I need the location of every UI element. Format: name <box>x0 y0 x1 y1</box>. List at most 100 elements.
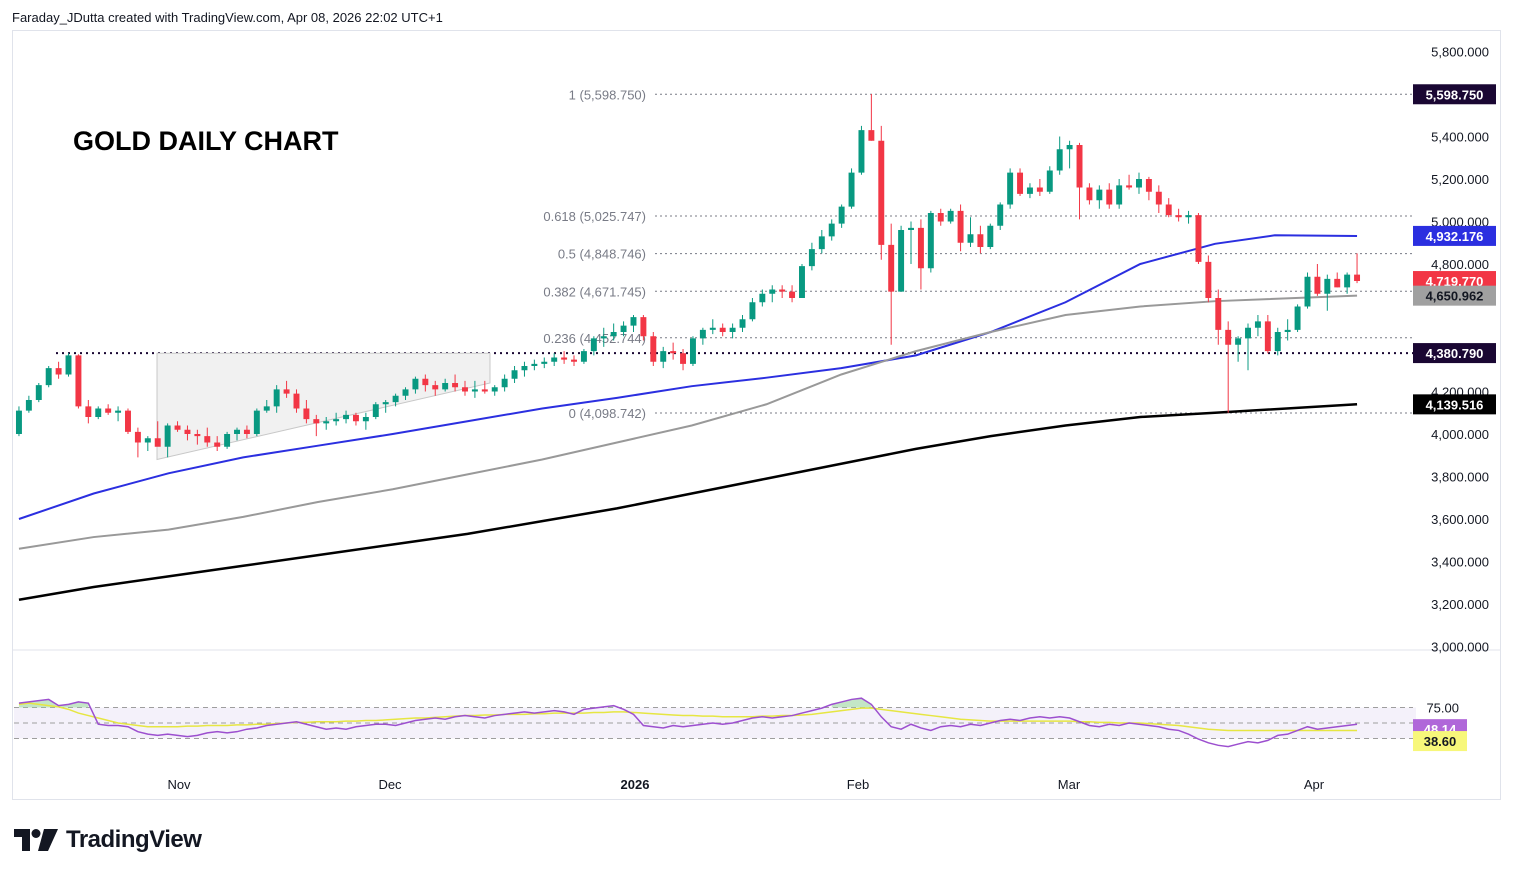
price-tick-label: 5,200.000 <box>1431 172 1489 187</box>
candle-body <box>739 319 746 328</box>
candle <box>1324 274 1331 311</box>
candle-body <box>590 338 597 352</box>
candle-body <box>283 389 290 394</box>
time-axis-label: Apr <box>1304 777 1325 792</box>
tradingview-logo[interactable]: TradingView <box>14 826 202 854</box>
candle <box>1254 315 1261 337</box>
candle-body <box>1284 329 1291 332</box>
candle <box>1086 183 1093 205</box>
candle-body <box>1145 179 1152 192</box>
candle-body <box>15 410 22 434</box>
candle-body <box>799 266 805 298</box>
candle-body <box>1254 321 1261 328</box>
candle <box>382 400 389 413</box>
candle <box>1354 253 1361 284</box>
candle-body <box>630 317 637 326</box>
tradingview-brand-text: TradingView <box>66 826 202 853</box>
candle-body <box>729 327 736 332</box>
price-tick-label: 5,800.000 <box>1431 45 1489 60</box>
candle <box>640 315 647 341</box>
fib-level-label: 1 (5,598.750) <box>569 87 646 102</box>
candle <box>917 219 924 290</box>
candle <box>808 242 815 271</box>
candle-body <box>323 421 330 424</box>
candle <box>1274 327 1281 356</box>
candle-body <box>1294 306 1301 330</box>
candle <box>154 421 161 447</box>
candle-body <box>620 325 627 332</box>
candle <box>204 427 211 447</box>
candle-body <box>55 368 62 375</box>
candle <box>937 208 944 226</box>
candle-body <box>858 130 865 173</box>
candle-body <box>937 213 944 222</box>
candle-body <box>561 357 568 360</box>
candle-body <box>541 361 548 364</box>
candle <box>977 225 984 254</box>
candle <box>789 285 796 303</box>
candle <box>1155 185 1162 213</box>
candle <box>65 353 72 377</box>
candle <box>263 400 270 413</box>
candle <box>35 383 42 403</box>
candle-body <box>1344 274 1351 288</box>
price-tick-label: 4,000.000 <box>1431 427 1489 442</box>
price-tick-label: 3,800.000 <box>1431 470 1489 485</box>
candle-body <box>1274 332 1281 352</box>
candle-body <box>1215 298 1222 330</box>
candle-body <box>1126 185 1133 188</box>
candle-body <box>115 410 122 413</box>
candle <box>1036 179 1043 196</box>
candle <box>313 414 320 437</box>
candle <box>997 202 1004 230</box>
candle <box>243 425 250 439</box>
fib-level-label: 0 (4,098.742) <box>569 406 646 421</box>
candle-body <box>818 236 825 250</box>
candle-body <box>868 130 875 141</box>
candle-body <box>699 329 706 339</box>
candle-body <box>253 410 260 434</box>
candle-body <box>957 210 964 243</box>
candle-body <box>789 291 796 298</box>
candle <box>134 427 141 458</box>
candle <box>571 355 577 366</box>
candle-body <box>1205 261 1212 298</box>
candle-body <box>689 338 696 364</box>
candle <box>105 404 112 415</box>
fib-level-label: 0.618 (5,025.747) <box>543 209 646 224</box>
candle-body <box>551 357 558 362</box>
candle-body <box>977 234 984 247</box>
candle-body <box>432 385 439 390</box>
candle-body <box>134 431 141 443</box>
price-tick-label: 5,400.000 <box>1431 130 1489 145</box>
candle-body <box>1245 327 1251 339</box>
candle <box>402 387 409 400</box>
candle <box>521 361 528 377</box>
price-tag <box>1413 285 1496 306</box>
price-tick-label: 3,000.000 <box>1431 640 1489 655</box>
candle <box>184 425 191 441</box>
candle <box>590 336 597 356</box>
candle <box>541 357 548 369</box>
moving-average-line <box>18 403 1358 601</box>
candle-body <box>1195 215 1202 262</box>
candle-body <box>1017 172 1024 194</box>
candle <box>1344 272 1351 294</box>
price-tag <box>1413 343 1496 364</box>
candle <box>1264 315 1271 354</box>
candle-body <box>808 249 815 267</box>
candle <box>927 210 934 273</box>
candle <box>1215 289 1222 345</box>
time-axis-label: Nov <box>167 777 191 792</box>
candle <box>75 354 82 409</box>
candle-body <box>769 289 776 294</box>
candle-body <box>35 385 42 400</box>
candle <box>144 436 151 451</box>
candle <box>531 359 538 371</box>
candle-body <box>333 419 340 422</box>
candle-body <box>1324 278 1331 294</box>
candle <box>868 94 875 141</box>
chart-frame[interactable] <box>12 30 1501 800</box>
candle-body <box>234 429 240 434</box>
